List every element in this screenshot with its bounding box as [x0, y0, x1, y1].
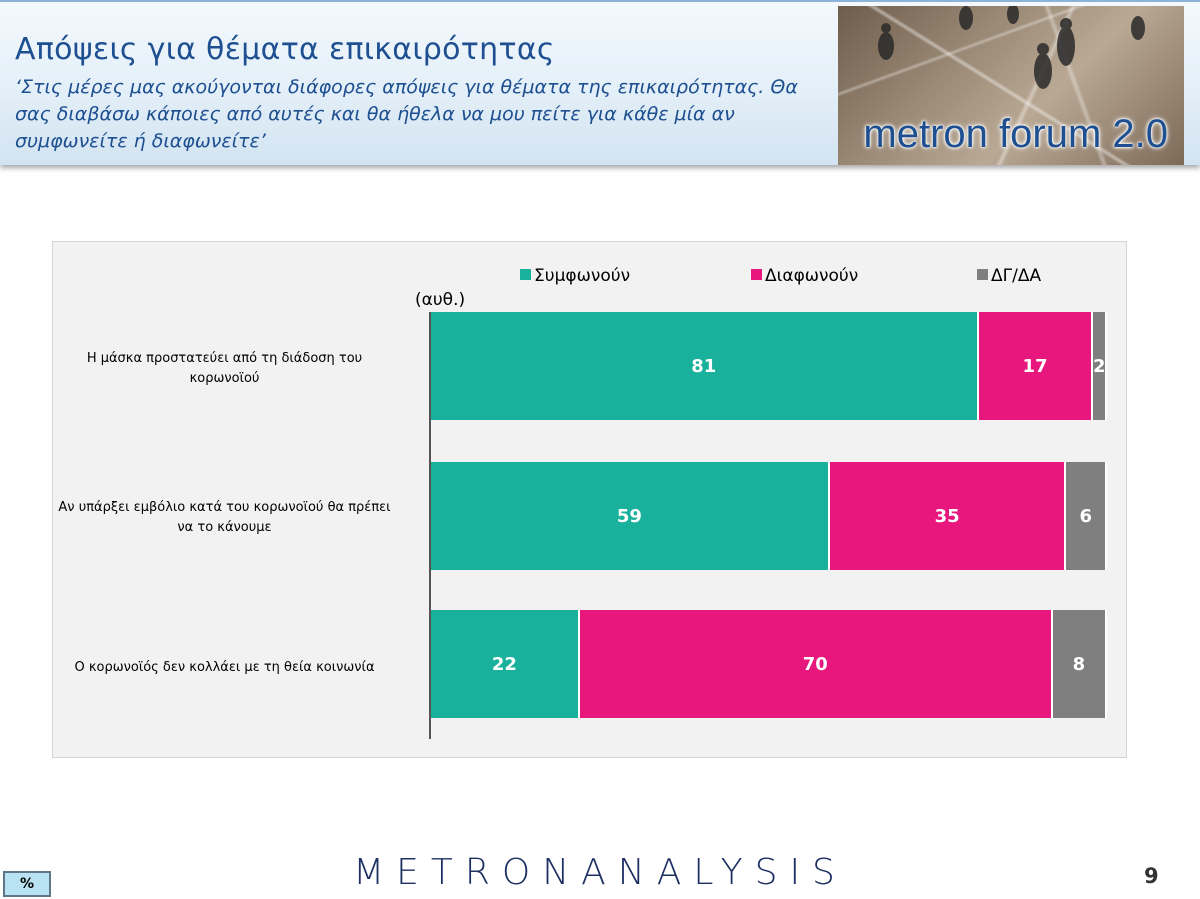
page-title: Απόψεις για θέματα επικαιρότητας [15, 32, 555, 67]
page-subtitle: ‘Στις μέρες μας ακούγονται διάφορες απόψ… [15, 76, 798, 152]
data-label: 22 [491, 653, 517, 675]
header-banner: Απόψεις για θέματα επικαιρότητας ‘Στις μ… [0, 0, 1200, 165]
percent-button[interactable]: % [3, 871, 51, 897]
data-label: 2 [1093, 355, 1106, 377]
legend-item-dk-na: ΔΓ/ΔΑ [977, 266, 1041, 286]
unit-label: (αυθ.) [415, 290, 466, 310]
bar-disagree: 35 [829, 462, 1067, 570]
bar-dk-na: 6 [1066, 462, 1107, 570]
category-axis [429, 312, 431, 739]
data-label: 6 [1079, 505, 1092, 527]
page-number: 9 [1144, 864, 1159, 888]
category-label: Η μάσκα προστατεύει από τη διάδοση του κ… [86, 351, 363, 386]
legend-swatch-agree [520, 269, 531, 280]
brand-image-figures [878, 6, 1145, 89]
bar-disagree: 70 [579, 610, 1053, 718]
bar-dk-na: 8 [1052, 610, 1107, 718]
category-label: Ο κορωνοϊός δεν κολλάει με τη θεία κοινω… [74, 660, 375, 675]
bar-dk-na: 2 [1093, 312, 1107, 420]
data-label: 59 [616, 505, 642, 527]
bar-disagree: 17 [978, 312, 1094, 420]
brand-image: metron forum 2.0 [838, 6, 1184, 165]
legend-label-dk-na: ΔΓ/ΔΑ [991, 266, 1042, 286]
data-label: 70 [802, 653, 828, 675]
data-label: 8 [1072, 653, 1086, 675]
brand-logo-text: metron forum 2.0 [863, 112, 1168, 156]
legend-label-disagree: Διαφωνούν [765, 266, 859, 286]
legend-item-agree: Συμφωνούν [520, 266, 630, 286]
bar-agree: 22 [431, 610, 580, 718]
data-label: 35 [934, 505, 960, 527]
legend-label-agree: Συμφωνούν [534, 266, 631, 286]
bar-agree: 81 [431, 312, 979, 420]
bar-agree: 59 [431, 462, 830, 570]
legend-swatch-disagree [751, 269, 762, 280]
category-label: Αν υπάρξει εμβόλιο κατά του κορωνοϊού θα… [58, 500, 391, 535]
metron-analysis-logo: METRONANALYSIS [353, 852, 847, 893]
legend-swatch-dk-na [977, 269, 988, 280]
data-label: 17 [1022, 355, 1048, 377]
data-label: 81 [691, 355, 717, 377]
legend-item-disagree: Διαφωνούν [751, 266, 858, 286]
stacked-bar-chart: Συμφωνούν Διαφωνούν ΔΓ/ΔΑ (αυθ.) Η μάσκα… [52, 241, 1127, 758]
